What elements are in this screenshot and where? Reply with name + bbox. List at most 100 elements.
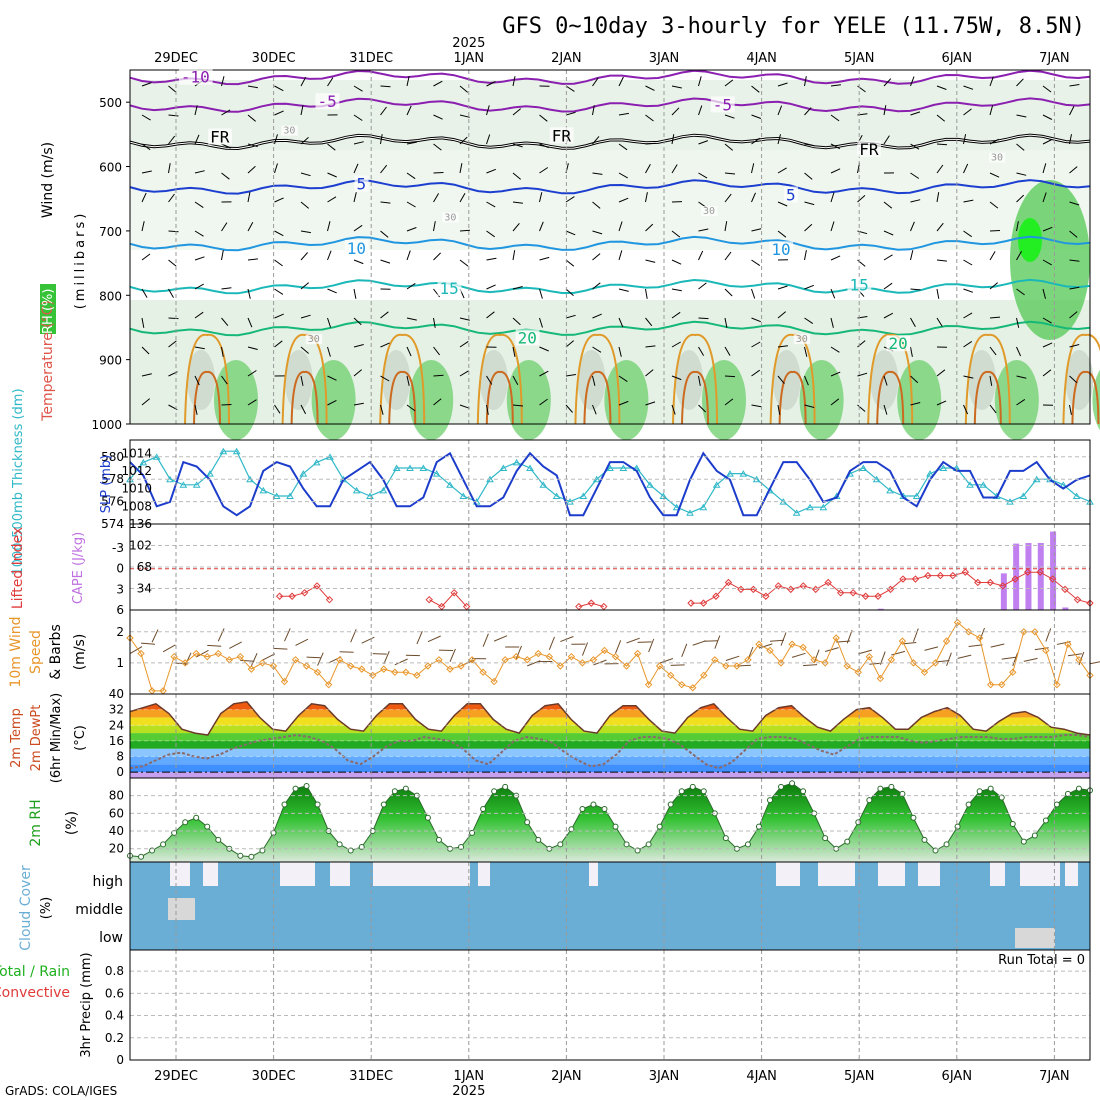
wind-barb [300, 201, 310, 209]
contour-label: 20 [888, 334, 907, 353]
rh2m-point [667, 801, 674, 808]
thickness-point [206, 470, 214, 477]
wind-barb [274, 230, 284, 237]
rh-grey-blob [1065, 350, 1094, 410]
wind-barb [777, 230, 787, 238]
contour-label-bg [515, 329, 540, 346]
wind10m-speed-point [1009, 668, 1017, 676]
wind-barb [247, 346, 258, 350]
rh-tick-label: 60 [109, 806, 124, 820]
wind10m-barb [449, 648, 456, 663]
wind10m-barb [858, 649, 872, 655]
date-label-bottom: 5JAN [844, 1069, 875, 1084]
wind10m-barb [968, 644, 983, 648]
rh2m-point [623, 841, 630, 848]
wind-barb [804, 107, 812, 116]
thickness-point [272, 492, 281, 499]
thickness-axis-label: 1000-500mb Thickness (dm) [11, 388, 26, 575]
wind-barb [645, 288, 648, 299]
lifted-index-point [450, 589, 458, 597]
cloud-middle-label: middle [75, 902, 123, 918]
slp-tick-label: 1008 [121, 499, 152, 513]
wind-barb [910, 221, 915, 232]
contour-label: 5 [786, 186, 796, 205]
wind10m-speed-point [446, 665, 454, 673]
wind10m-speed-point [269, 662, 278, 670]
wind10m-barb [140, 642, 156, 645]
rh2m-point [767, 797, 773, 804]
wind-barb [459, 163, 463, 174]
wind-barb [963, 288, 974, 293]
contour-label: 15 [440, 279, 459, 298]
wind-barb [380, 404, 384, 415]
wind-barb [247, 165, 256, 174]
wind-barb [618, 76, 624, 87]
wind10m-barb [350, 629, 357, 643]
wind-barb [751, 288, 756, 299]
wind-barb [274, 85, 284, 92]
wind-barb [1016, 317, 1020, 328]
rh-axis-label: RH (%) [41, 289, 56, 334]
wind10m-speed-point [744, 656, 752, 664]
wind-barb [618, 288, 629, 292]
wind10m-speed-point [1075, 656, 1083, 664]
thickness-point [966, 481, 974, 488]
wind-barb [512, 404, 524, 407]
lifted-index-point [999, 582, 1007, 590]
panel-frame [129, 949, 1091, 1061]
high-cloud-gap [1020, 862, 1060, 886]
contour-label-bg [344, 239, 369, 256]
wind-barb [751, 192, 756, 203]
date-label-top: 29DEC [154, 51, 198, 66]
wind-barb [751, 317, 761, 323]
dewpoint2m-line [129, 733, 1091, 770]
wind-barb [645, 317, 653, 327]
rh2m-point [921, 836, 928, 843]
wind-barb [830, 143, 841, 150]
thickness-point [432, 470, 441, 477]
wind-barb [459, 85, 469, 93]
wind10m-speed-point [280, 677, 289, 686]
wind-barb [380, 134, 383, 145]
thickness-tick-label: 580 [101, 450, 124, 464]
wind-barb [1069, 286, 1080, 290]
wind-barb [380, 201, 391, 204]
wind-barb [353, 85, 363, 92]
high-cloud-gap [203, 862, 218, 886]
wind-barb [963, 259, 973, 266]
wind-barb [486, 168, 496, 174]
wind-barb [1069, 84, 1080, 87]
slp-axis-label: SLP (mb) [99, 455, 114, 514]
contour-label: 15 [849, 276, 868, 295]
wind-barb [804, 346, 808, 357]
contour-label: 30 [703, 206, 715, 217]
warm-contour-loop [184, 333, 230, 425]
contour-label: 20 [518, 328, 537, 347]
wind-barb [565, 230, 576, 236]
wind10m-barb [846, 630, 853, 644]
wind10m-barb [284, 628, 291, 642]
wind-barb [724, 375, 736, 378]
wind-barb [777, 345, 788, 348]
rh2m-point [855, 819, 862, 826]
rh2m-point [866, 797, 873, 804]
thickness-point [312, 458, 321, 466]
wind-barb [406, 375, 410, 386]
wind10m-speed-point [865, 652, 874, 661]
wind10m-barb [361, 636, 375, 644]
rh2m-point [888, 783, 895, 790]
wind-barb [486, 230, 495, 238]
wind-barb [300, 76, 307, 87]
rh2m-point [435, 836, 442, 843]
temp-band [130, 717, 1090, 726]
wind-barb [724, 251, 732, 261]
wind-barb [459, 370, 469, 377]
wind10m-barb [825, 647, 839, 652]
wind-barb [698, 404, 706, 413]
lifted-index-line [691, 571, 1091, 604]
wind-barb [327, 196, 337, 203]
temp2m-label-a: 2m Temp [9, 708, 24, 768]
cloud-cover-label: Cloud Cover [18, 865, 34, 951]
rh2m-point [822, 835, 829, 842]
wind10m-barb [1045, 628, 1052, 642]
